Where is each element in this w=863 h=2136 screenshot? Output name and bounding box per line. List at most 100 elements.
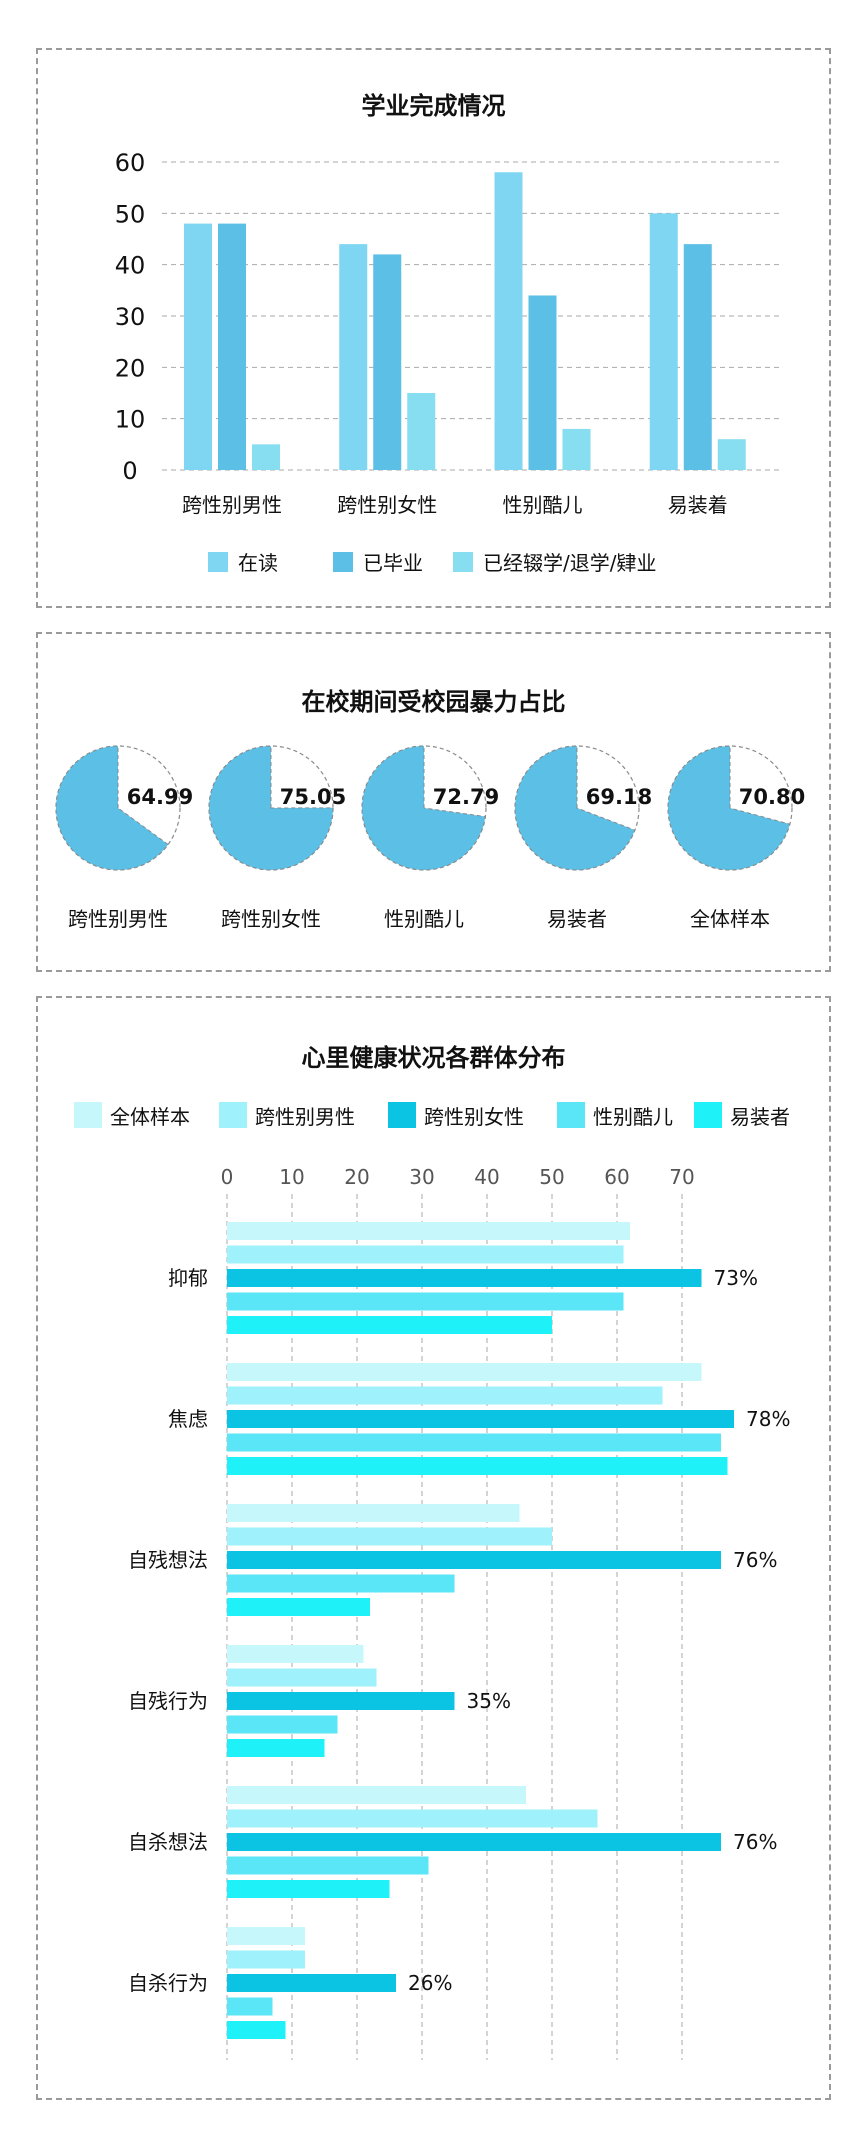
hbar-1 (227, 1222, 630, 1240)
hbar-2 (227, 1527, 552, 1546)
chart-panel-mental-health: 心里健康状况各群体分布 全体样本 跨性别男性 跨性别女性 性别酷儿 易装者 0 10 20 30… (36, 996, 831, 2100)
y-tick-label: 50 (115, 200, 146, 228)
hbar-4 (227, 1292, 624, 1311)
legend-label: 全体样本 (110, 1105, 190, 1129)
x-tick-label: 跨性别女性 (337, 493, 437, 517)
hbar-2 (227, 1809, 598, 1828)
bar-2 (218, 223, 246, 470)
hbar-2 (227, 1668, 377, 1687)
hbar-5 (227, 1739, 325, 1757)
hbar-3 (227, 1974, 396, 1992)
pie-category-label: 性别酷儿 (384, 907, 464, 931)
legend-swatch (74, 1102, 102, 1128)
bar-3 (407, 393, 436, 470)
legend-label: 已毕业 (363, 551, 423, 575)
hbar-4 (227, 1574, 455, 1593)
hbar-4 (227, 1997, 273, 2016)
hbar-5 (227, 1316, 552, 1334)
hbar-1 (227, 1363, 702, 1381)
legend-label: 跨性别男性 (255, 1105, 355, 1129)
legend-label: 易装者 (730, 1105, 790, 1129)
y-tick-label: 60 (115, 149, 146, 177)
chart-title: 学业完成情况 (361, 92, 506, 120)
hbar-5 (227, 1880, 390, 1898)
hbar-1 (227, 1645, 364, 1663)
y-category-label: 抑郁 (168, 1266, 208, 1290)
hbar-1 (227, 1504, 520, 1522)
pie-category-label: 跨性别男性 (68, 907, 168, 931)
pie-category-label: 易装者 (547, 907, 607, 931)
pie-category-label: 跨性别女性 (221, 907, 321, 931)
hbar-4 (227, 1856, 429, 1875)
chart-panel-education: 学业完成情况 0 10 20 30 40 50 60 跨性别男性 跨性别女性 性别酷儿 易装着 在读 已… (36, 48, 831, 608)
legend-swatch (208, 552, 228, 572)
x-tick-label: 0 (221, 1165, 234, 1189)
x-tick-label: 性别酷儿 (503, 493, 583, 517)
data-label: 76% (733, 1548, 777, 1572)
legend-label: 性别酷儿 (593, 1105, 673, 1129)
legend-swatch (388, 1102, 416, 1128)
y-tick-label: 40 (115, 252, 146, 280)
y-category-label: 自残想法 (128, 1548, 208, 1572)
x-tick-label: 50 (539, 1165, 564, 1189)
legend-swatch (219, 1102, 247, 1128)
hbar-5 (227, 1457, 728, 1475)
pie-value-label: 72.79 (433, 785, 499, 809)
pie-value-label: 69.18 (586, 785, 652, 809)
hbar-3 (227, 1551, 721, 1569)
y-tick-label: 0 (122, 457, 137, 485)
y-tick-label: 10 (115, 406, 146, 434)
x-tick-label: 40 (474, 1165, 499, 1189)
pie-value-label: 70.80 (739, 785, 805, 809)
bar-3 (562, 428, 591, 470)
chart-panel-violence: 在校期间受校园暴力占比 64.99 跨性别男性 75.05 跨性别女性 72.79 性别酷… (36, 632, 831, 972)
bar-2 (373, 254, 402, 470)
hbar-5 (227, 1598, 370, 1616)
y-tick-label: 30 (115, 303, 146, 331)
legend-swatch (333, 552, 353, 572)
hbar-2 (227, 1245, 624, 1264)
legend-label: 跨性别女性 (424, 1105, 524, 1129)
hbar-chart-mental-health: 全体样本 跨性别男性 跨性别女性 性别酷儿 易装者 0 10 20 30 40 50 60 70 73% 抑… (74, 1102, 790, 2060)
x-tick-label: 30 (409, 1165, 434, 1189)
y-category-label: 自残行为 (128, 1689, 208, 1713)
pie-slice (55, 745, 169, 871)
bar-1 (494, 172, 523, 470)
hbar-5 (227, 2021, 286, 2039)
hbar-3 (227, 1833, 721, 1851)
pie-value-label: 75.05 (280, 785, 346, 809)
hbar-2 (227, 1386, 663, 1405)
legend-swatch (453, 552, 473, 572)
hbar-3 (227, 1692, 455, 1710)
y-category-label: 自杀想法 (128, 1830, 208, 1854)
x-tick-label: 易装着 (668, 493, 728, 517)
x-tick-label: 10 (279, 1165, 304, 1189)
pie-slice (514, 745, 636, 871)
pie-value-label: 64.99 (127, 785, 193, 809)
legend-label: 已经辍学/退学/肄业 (483, 551, 656, 575)
y-category-label: 焦虑 (168, 1407, 208, 1431)
data-label: 73% (714, 1266, 758, 1290)
x-tick-label: 60 (604, 1165, 629, 1189)
bar-3 (717, 439, 746, 470)
legend-swatch (557, 1102, 585, 1128)
data-label: 78% (746, 1407, 790, 1431)
bar-3 (252, 444, 280, 470)
bar-1 (339, 244, 368, 470)
chart-title: 心里健康状况各群体分布 (301, 1044, 566, 1072)
y-category-label: 自杀行为 (128, 1971, 208, 1995)
bar-2 (528, 295, 557, 470)
chart-title: 在校期间受校园暴力占比 (301, 688, 566, 716)
hbar-1 (227, 1786, 526, 1804)
x-tick-label: 20 (344, 1165, 369, 1189)
x-tick-label: 跨性别男性 (182, 493, 282, 517)
bar-1 (184, 223, 212, 470)
y-tick-label: 20 (115, 354, 146, 382)
hbar-3 (227, 1269, 702, 1287)
bar-2 (683, 244, 712, 470)
hbar-3 (227, 1410, 734, 1428)
data-label: 76% (733, 1830, 777, 1854)
pie-slice (208, 745, 334, 871)
hbar-1 (227, 1927, 305, 1945)
